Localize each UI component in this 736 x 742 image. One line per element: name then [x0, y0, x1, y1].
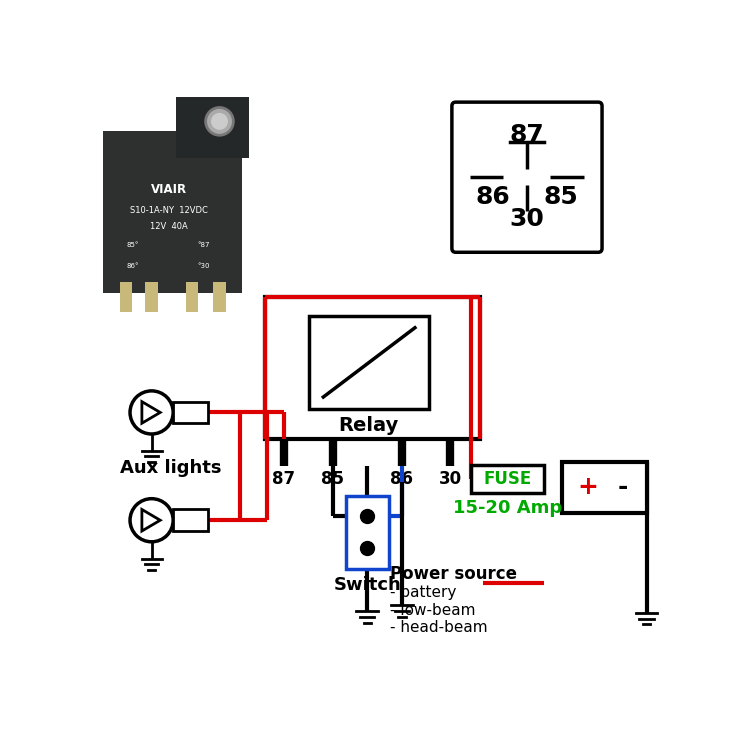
Text: Aux lights: Aux lights	[120, 459, 222, 477]
Circle shape	[211, 113, 228, 130]
Text: -: -	[618, 475, 628, 499]
Text: FUSE: FUSE	[484, 470, 531, 487]
Bar	[173, 401, 208, 423]
Text: Power source: Power source	[390, 565, 517, 583]
Text: 87: 87	[509, 123, 544, 147]
Text: 12V  40A: 12V 40A	[149, 222, 188, 231]
Text: 86°: 86°	[126, 263, 138, 269]
FancyBboxPatch shape	[452, 102, 602, 252]
Text: - battery: - battery	[390, 585, 456, 600]
Text: °87: °87	[197, 243, 210, 249]
Bar	[146, 281, 158, 312]
Text: °30: °30	[197, 263, 210, 269]
Bar	[562, 462, 647, 513]
Text: - head-beam: - head-beam	[390, 620, 488, 635]
Text: 85: 85	[321, 470, 344, 488]
Text: S10-1A-NY  12VDC: S10-1A-NY 12VDC	[130, 206, 208, 215]
Text: - low-beam: - low-beam	[390, 603, 475, 617]
Text: 85°: 85°	[126, 243, 138, 249]
Bar	[265, 297, 481, 439]
Text: Relay: Relay	[339, 416, 399, 436]
Bar	[176, 96, 249, 158]
Text: 87: 87	[272, 470, 296, 488]
Bar	[103, 131, 241, 293]
Text: 85: 85	[543, 185, 578, 209]
Bar	[173, 510, 208, 531]
Bar	[347, 496, 389, 569]
Bar	[471, 464, 545, 493]
Text: VIAIR: VIAIR	[150, 183, 187, 196]
Bar	[213, 281, 226, 312]
Bar	[186, 281, 198, 312]
Text: 30: 30	[509, 208, 544, 232]
Text: 86: 86	[475, 185, 511, 209]
Text: 15-20 Amp: 15-20 Amp	[453, 499, 562, 516]
Bar	[119, 281, 132, 312]
Text: 30: 30	[439, 470, 462, 488]
Text: +: +	[577, 475, 598, 499]
Bar	[309, 316, 429, 409]
Text: 86: 86	[390, 470, 414, 488]
Text: Switch: Switch	[333, 577, 401, 594]
Circle shape	[205, 108, 233, 135]
